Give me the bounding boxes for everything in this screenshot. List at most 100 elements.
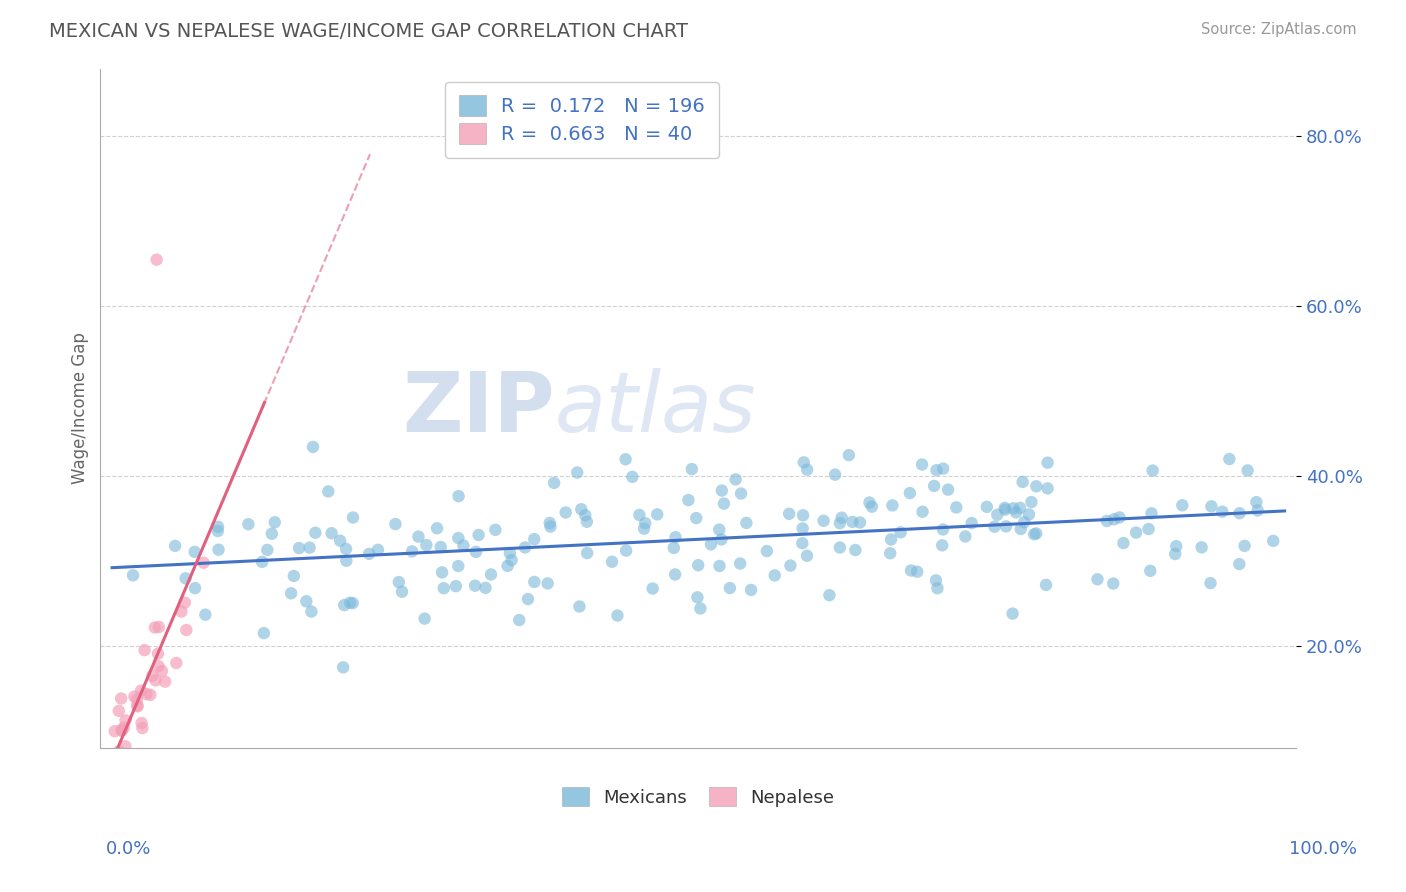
Point [1201,500,1223,514]
Y-axis label: Wage/Income Gap: Wage/Income Gap [72,333,89,484]
Point [513,541,536,555]
Point [173,596,195,610]
Point [1087,572,1109,586]
Point [540,519,562,533]
Point [960,516,983,530]
Point [1199,576,1222,591]
Point [426,521,449,535]
Point [131,716,153,731]
Point [194,607,217,622]
Point [467,528,489,542]
Point [1112,536,1135,550]
Point [359,547,381,561]
Point [713,497,735,511]
Point [925,463,948,477]
Point [678,493,700,508]
Point [724,472,747,486]
Point [183,545,205,559]
Point [813,514,835,528]
Point [499,546,522,560]
Point [641,582,664,596]
Point [1227,557,1250,571]
Legend: Mexicans, Nepalese: Mexicans, Nepalese [555,780,842,814]
Point [779,558,801,573]
Point [176,623,198,637]
Point [614,452,637,467]
Point [256,542,278,557]
Point [1142,464,1164,478]
Point [367,542,389,557]
Point [932,523,955,537]
Point [976,500,998,514]
Point [700,537,723,551]
Point [718,581,741,595]
Point [1036,482,1059,496]
Point [831,510,853,524]
Point [792,521,814,535]
Point [143,620,166,634]
Point [860,500,883,514]
Point [628,508,651,522]
Point [447,489,470,503]
Point [430,566,453,580]
Text: ZIP: ZIP [402,368,555,449]
Point [818,588,841,602]
Point [125,692,148,706]
Point [501,553,523,567]
Point [568,599,591,614]
Point [1236,463,1258,477]
Point [792,536,814,550]
Point [927,581,949,595]
Point [342,596,364,610]
Point [911,458,934,472]
Point [710,483,733,498]
Point [127,699,149,714]
Point [1233,539,1256,553]
Point [735,516,758,530]
Point [280,586,302,600]
Point [517,592,540,607]
Point [335,554,357,568]
Point [1102,512,1125,526]
Point [111,723,134,738]
Point [824,467,846,482]
Point [931,538,953,552]
Point [134,643,156,657]
Point [614,543,637,558]
Point [1246,503,1268,517]
Point [165,539,187,553]
Point [828,516,851,530]
Point [922,479,945,493]
Point [936,483,959,497]
Point [299,605,322,619]
Point [1140,506,1163,520]
Point [170,605,193,619]
Point [1211,505,1233,519]
Point [905,565,928,579]
Point [464,579,486,593]
Point [858,495,880,509]
Point [184,581,207,595]
Point [686,591,709,605]
Point [664,567,686,582]
Point [1171,498,1194,512]
Point [1035,578,1057,592]
Text: Source: ZipAtlas.com: Source: ZipAtlas.com [1201,22,1357,37]
Point [129,683,152,698]
Point [838,448,860,462]
Point [122,568,145,582]
Point [755,544,778,558]
Point [1263,533,1285,548]
Point [103,775,125,789]
Point [288,541,311,555]
Point [792,508,814,523]
Point [983,519,1005,533]
Point [413,612,436,626]
Point [388,575,411,590]
Point [844,543,866,558]
Point [447,531,470,545]
Point [1164,547,1187,561]
Point [796,462,818,476]
Point [110,691,132,706]
Point [1108,510,1130,524]
